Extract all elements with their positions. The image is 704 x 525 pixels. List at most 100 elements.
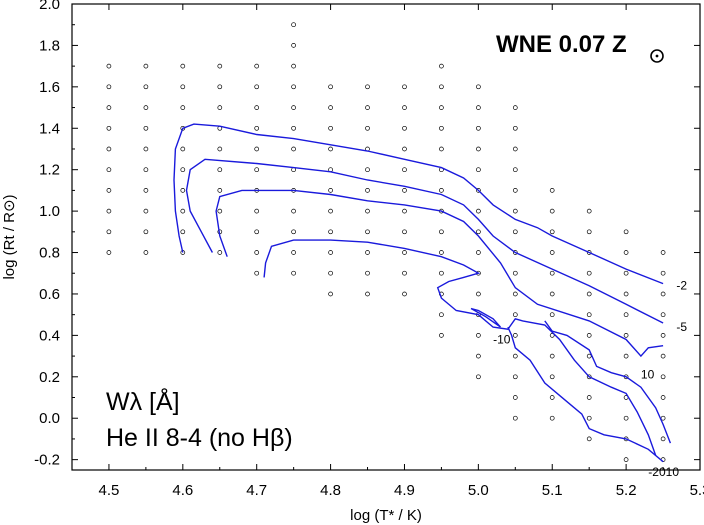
- grid-model-point: [143, 146, 149, 152]
- grid-model-point: [586, 415, 592, 421]
- grid-model-point: [365, 167, 370, 173]
- grid-model-point: [402, 105, 407, 110]
- grid-model-point: [254, 208, 260, 214]
- grid-model-point: [439, 333, 444, 338]
- grid-model-point: [402, 84, 407, 90]
- grid-model-point: [291, 270, 296, 276]
- grid-model-point: [180, 208, 186, 214]
- grid-model-point: [549, 312, 555, 318]
- grid-model-point: [291, 229, 296, 235]
- grid-model-point: [549, 270, 555, 276]
- grid-model-point: [143, 188, 149, 193]
- y-tick-label: 0.0: [39, 410, 60, 427]
- grid-model-point: [106, 250, 112, 255]
- grid-model-point: [217, 208, 223, 214]
- grid-model-point: [143, 208, 149, 214]
- contour-line: [215, 189, 664, 358]
- grid-model-point: [586, 312, 592, 318]
- chart-title: WNE 0.07 Z: [496, 31, 627, 58]
- grid-model-point: [439, 229, 444, 235]
- grid-model-point: [328, 105, 333, 110]
- grid-model-point: [439, 188, 444, 193]
- grid-model-point: [660, 436, 666, 442]
- grid-model-point: [512, 312, 518, 318]
- grid-model-point: [328, 146, 333, 152]
- grid-model-point: [291, 22, 296, 28]
- grid-model-point: [106, 125, 112, 131]
- x-tick-label: 4.8: [320, 482, 341, 499]
- grid-model-point: [586, 353, 592, 359]
- y-tick-label: 0.8: [39, 245, 60, 262]
- grid-model-point: [180, 188, 186, 193]
- grid-model-point: [586, 291, 592, 297]
- grid-model-point: [476, 167, 481, 173]
- y-tick-label: 0.4: [39, 327, 60, 344]
- y-tick-label: 1.8: [39, 37, 60, 54]
- grid-model-point: [254, 105, 260, 110]
- grid-model-point: [476, 333, 481, 338]
- grid-model-point: [549, 415, 555, 421]
- grid-model-point: [549, 250, 555, 255]
- grid-model-point: [623, 312, 629, 318]
- grid-model-point: [180, 63, 186, 69]
- contour-line: [470, 307, 502, 328]
- grid-model-point: [365, 291, 370, 297]
- grid-model-point: [328, 208, 333, 214]
- grid-model-point: [512, 188, 518, 193]
- model-grid-markers: [106, 22, 666, 462]
- grid-model-point: [180, 167, 186, 173]
- contour-level-label: 10: [641, 368, 655, 382]
- grid-model-point: [402, 250, 407, 255]
- axis-ticks: 4.5 4.6 4.7 4.8 4.9 5.0 5.1 5.2 5.3 2.0 1.8 1.6 1.4 1…: [34, 0, 704, 499]
- grid-model-point: [660, 291, 666, 297]
- grid-model-point: [254, 84, 260, 90]
- grid-model-point: [217, 84, 223, 90]
- grid-model-point: [365, 125, 370, 131]
- grid-model-point: [476, 353, 481, 359]
- contour-level-label: -2: [676, 279, 687, 293]
- grid-model-point: [291, 63, 296, 69]
- y-tick-label: 1.6: [39, 79, 60, 96]
- x-axis-label: log (T* / K): [350, 507, 422, 524]
- grid-model-point: [106, 63, 112, 69]
- grid-model-point: [291, 43, 296, 48]
- grid-model-point: [512, 105, 518, 110]
- grid-model-point: [365, 250, 370, 255]
- grid-model-point: [217, 105, 223, 110]
- sun-symbol-icon: [650, 49, 664, 63]
- grid-model-point: [106, 146, 112, 152]
- grid-model-point: [106, 229, 112, 235]
- plot-frame: [71, 3, 701, 471]
- grid-model-point: [476, 105, 481, 110]
- grid-model-point: [365, 188, 370, 193]
- grid-model-point: [439, 84, 444, 90]
- x-tick-label: 4.7: [246, 482, 267, 499]
- grid-model-point: [623, 353, 629, 359]
- grid-model-point: [217, 63, 223, 69]
- grid-model-point: [586, 333, 592, 338]
- grid-model-point: [106, 188, 112, 193]
- grid-model-point: [217, 250, 223, 255]
- grid-model-point: [476, 374, 481, 380]
- grid-model-point: [660, 250, 666, 255]
- grid-model-point: [328, 250, 333, 255]
- grid-model-point: [365, 105, 370, 110]
- grid-model-point: [180, 229, 186, 235]
- grid-model-point: [402, 229, 407, 235]
- grid-model-point: [623, 457, 629, 462]
- grid-model-point: [549, 333, 555, 338]
- grid-model-point: [439, 312, 444, 318]
- grid-model-point: [106, 105, 112, 110]
- grid-model-point: [660, 374, 666, 380]
- y-axis-label: log (Rt / R⊙): [1, 194, 18, 279]
- grid-model-point: [143, 229, 149, 235]
- contour-lines: [173, 123, 672, 463]
- grid-model-point: [623, 229, 629, 235]
- grid-model-point: [512, 374, 518, 380]
- grid-model-point: [439, 105, 444, 110]
- grid-model-point: [512, 415, 518, 421]
- y-tick-label: 1.0: [39, 203, 60, 220]
- grid-model-point: [217, 188, 223, 193]
- grid-model-point: [291, 250, 296, 255]
